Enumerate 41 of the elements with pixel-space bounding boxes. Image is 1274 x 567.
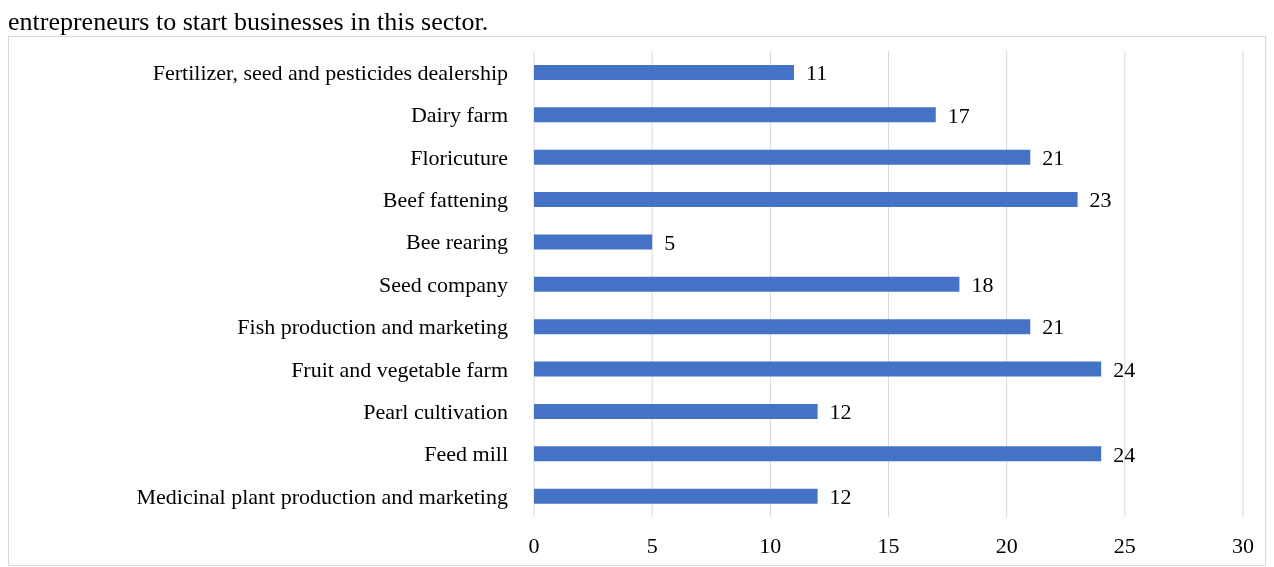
y-tick-label: Medicinal plant production and marketing <box>136 483 508 509</box>
data-label: 17 <box>947 102 970 128</box>
bar <box>534 65 794 80</box>
x-tick-label: 15 <box>877 532 900 558</box>
y-tick-label: Seed company <box>379 271 508 297</box>
x-tick-label: 25 <box>1113 532 1136 558</box>
data-label: 23 <box>1089 187 1112 213</box>
data-label: 5 <box>664 229 676 255</box>
bar <box>534 361 1102 377</box>
bar <box>534 234 653 250</box>
bar <box>534 488 818 504</box>
y-tick-label: Beef fattening <box>382 187 508 213</box>
data-label: 24 <box>1113 356 1136 382</box>
text: entrepreneurs to start businesses in this sector. <box>8 7 490 36</box>
y-tick-label: Pearl cultivation <box>363 398 508 424</box>
data-label: 12 <box>829 399 852 425</box>
data-label: 11 <box>805 60 828 86</box>
y-tick-label: Fruit and vegetable farm <box>291 356 508 382</box>
x-tick-label: 5 <box>646 532 658 558</box>
data-label: 21 <box>1042 314 1065 340</box>
y-tick-label: Fish production and marketing <box>237 314 508 340</box>
bar <box>534 107 936 123</box>
y-tick-label: Bee rearing <box>406 229 508 255</box>
bar <box>534 319 1031 335</box>
bar <box>534 446 1102 462</box>
x-tick-label: 0 <box>528 532 540 558</box>
bar <box>534 276 960 292</box>
bar <box>534 192 1078 208</box>
data-label: 21 <box>1042 145 1065 171</box>
x-tick-label: 10 <box>759 532 782 558</box>
data-label: 24 <box>1113 441 1136 467</box>
bar <box>534 149 1031 165</box>
bar <box>534 403 818 419</box>
y-tick-label: Fertilizer, seed and pesticides dealership <box>152 59 508 85</box>
data-label: 18 <box>971 272 994 298</box>
x-tick-label: 30 <box>1232 532 1254 558</box>
x-tick-label: 20 <box>995 532 1018 558</box>
y-tick-label: Dairy farm <box>410 102 508 128</box>
y-tick-label: Feed mill <box>424 441 508 467</box>
y-tick-label: Floricuture <box>410 144 508 170</box>
data-label: 12 <box>829 483 852 509</box>
